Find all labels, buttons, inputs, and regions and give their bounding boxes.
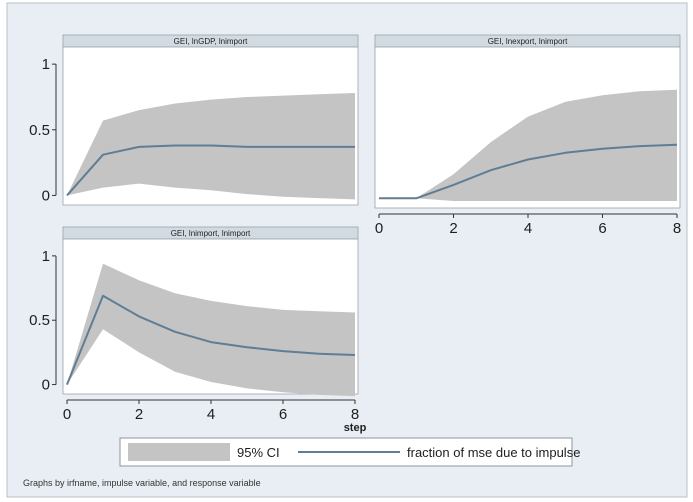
panels-group: GEI, lnGDP, lnimport 0 0.5 1 GEI, lnexport, … <box>29 34 681 434</box>
x-tick-label: 4 <box>207 406 215 423</box>
y-tick-label: 0 <box>42 187 50 204</box>
x-tick-label: 2 <box>449 220 457 237</box>
panel-1: GEI, lnGDP, lnimport 0 0.5 1 <box>29 34 359 206</box>
y-tick-label: 0.5 <box>29 312 50 329</box>
x-axis-title: step <box>344 422 367 434</box>
legend-ci-label: 95% CI <box>237 445 280 460</box>
graph-note: Graphs by irfname, impulse variable, and… <box>23 478 261 488</box>
y-tick-label: 1 <box>42 248 50 265</box>
legend-ci-swatch <box>128 443 230 461</box>
x-tick-label: 6 <box>598 220 606 237</box>
x-tick-label: 0 <box>375 220 383 237</box>
panel-title: GEI, lnexport, lnimport <box>488 37 568 46</box>
x-tick-label: 0 <box>63 406 71 423</box>
fraction-mse-line <box>379 143 678 200</box>
panel-title: GEI, lnimport, lnimport <box>171 229 251 238</box>
fraction-mse-line <box>66 144 355 197</box>
x-tick-label: 2 <box>135 406 143 423</box>
x-tick-label: 8 <box>351 406 359 423</box>
y-tick-label: 0 <box>42 377 50 394</box>
legend-line-label: fraction of mse due to impulse <box>407 445 580 460</box>
x-tick-label: 6 <box>279 406 287 423</box>
legend: 95% CI fraction of mse due to impulse <box>119 437 580 467</box>
panel-2: GEI, lnexport, lnimport 0 2 4 6 8 <box>374 34 681 237</box>
y-tick-label: 0.5 <box>29 122 50 139</box>
ci-band <box>379 89 677 201</box>
panel-title: GEI, lnGDP, lnimport <box>174 37 248 46</box>
ci-band <box>67 263 355 397</box>
fraction-mse-line <box>66 294 356 385</box>
x-tick-label: 4 <box>524 220 532 237</box>
y-tick-label: 1 <box>42 56 50 73</box>
x-tick-label: 8 <box>673 220 681 237</box>
